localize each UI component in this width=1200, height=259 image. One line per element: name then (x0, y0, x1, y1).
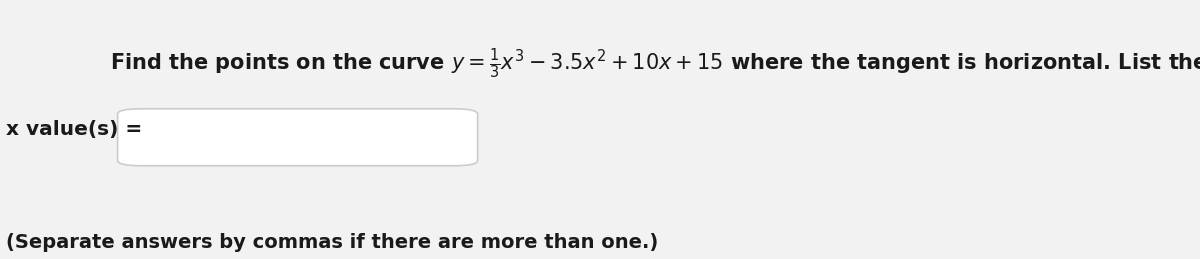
Text: x value(s) =: x value(s) = (6, 120, 143, 139)
Text: Find the points on the curve $y = \frac{1}{3}x^3 - 3.5x^2 + 10x + 15$ where the : Find the points on the curve $y = \frac{… (110, 47, 1200, 81)
FancyBboxPatch shape (118, 109, 478, 166)
Text: (Separate answers by commas if there are more than one.): (Separate answers by commas if there are… (6, 233, 659, 252)
